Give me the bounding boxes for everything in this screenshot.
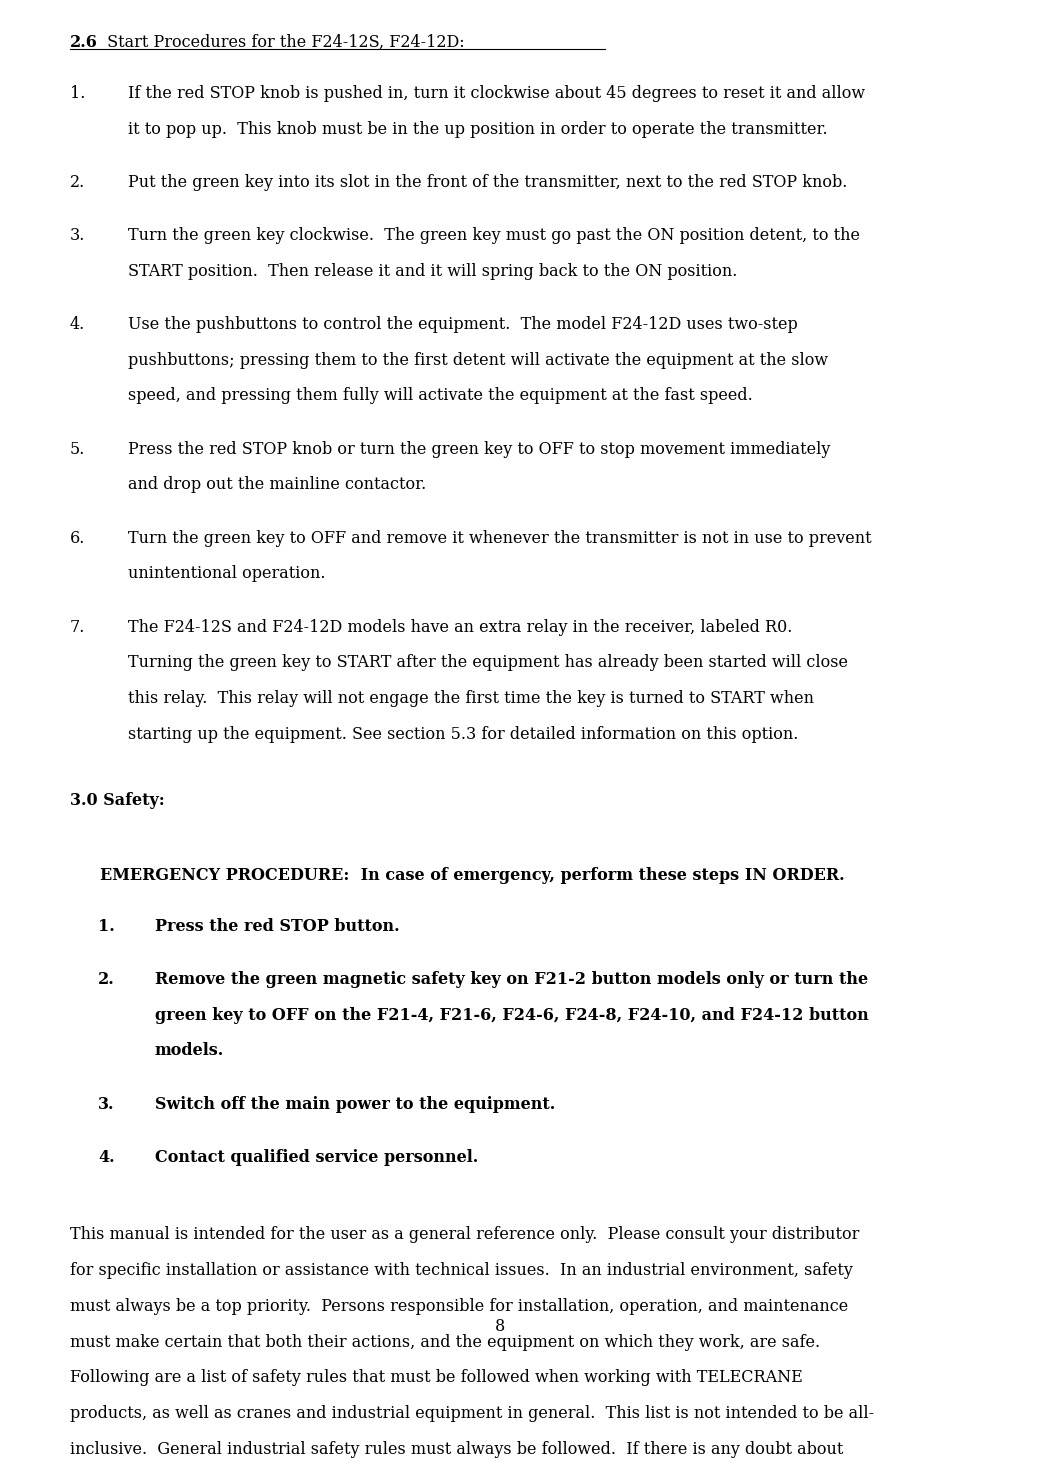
Text: 1.: 1. xyxy=(69,85,85,102)
Text: speed, and pressing them fully will activate the equipment at the fast speed.: speed, and pressing them fully will acti… xyxy=(128,387,752,405)
Text: starting up the equipment. See section 5.3 for detailed information on this opti: starting up the equipment. See section 5… xyxy=(128,726,799,742)
Text: 3.: 3. xyxy=(69,227,85,245)
Text: Start Procedures for the F24-12S, F24-12D:: Start Procedures for the F24-12S, F24-12… xyxy=(102,34,464,50)
Text: Remove the green magnetic safety key on F21-2 button models only or turn the: Remove the green magnetic safety key on … xyxy=(155,971,868,988)
Text: must make certain that both their actions, and the equipment on which they work,: must make certain that both their action… xyxy=(70,1333,821,1351)
Text: Following are a list of safety rules that must be followed when working with TEL: Following are a list of safety rules tha… xyxy=(70,1370,803,1386)
Text: 5.: 5. xyxy=(69,440,85,458)
Text: Turn the green key clockwise.  The green key must go past the ON position detent: Turn the green key clockwise. The green … xyxy=(128,227,860,245)
Text: START position.  Then release it and it will spring back to the ON position.: START position. Then release it and it w… xyxy=(128,262,738,280)
Text: Contact qualified service personnel.: Contact qualified service personnel. xyxy=(155,1149,478,1167)
Text: products, as well as cranes and industrial equipment in general.  This list is n: products, as well as cranes and industri… xyxy=(70,1405,874,1421)
Text: 3.0 Safety:: 3.0 Safety: xyxy=(70,792,165,810)
Text: 2.: 2. xyxy=(99,971,115,988)
Text: Press the red STOP button.: Press the red STOP button. xyxy=(155,918,399,935)
Text: Put the green key into its slot in the front of the transmitter, next to the red: Put the green key into its slot in the f… xyxy=(128,174,847,191)
Text: Use the pushbuttons to control the equipment.  The model F24-12D uses two-step: Use the pushbuttons to control the equip… xyxy=(128,317,798,333)
Text: The F24-12S and F24-12D models have an extra relay in the receiver, labeled R0.: The F24-12S and F24-12D models have an e… xyxy=(128,619,792,635)
Text: 4.: 4. xyxy=(99,1149,115,1167)
Text: it to pop up.  This knob must be in the up position in order to operate the tran: it to pop up. This knob must be in the u… xyxy=(128,121,828,137)
Text: EMERGENCY PROCEDURE:  In case of emergency, perform these steps IN ORDER.: EMERGENCY PROCEDURE: In case of emergenc… xyxy=(100,866,845,884)
Text: Switch off the main power to the equipment.: Switch off the main power to the equipme… xyxy=(155,1096,555,1112)
Text: Turn the green key to OFF and remove it whenever the transmitter is not in use t: Turn the green key to OFF and remove it … xyxy=(128,530,872,546)
Text: models.: models. xyxy=(155,1043,224,1059)
Text: unintentional operation.: unintentional operation. xyxy=(128,566,325,582)
Text: 1.: 1. xyxy=(99,918,115,935)
Text: this relay.  This relay will not engage the first time the key is turned to STAR: this relay. This relay will not engage t… xyxy=(128,689,814,707)
Text: 4.: 4. xyxy=(69,317,85,333)
Text: This manual is intended for the user as a general reference only.  Please consul: This manual is intended for the user as … xyxy=(70,1227,859,1243)
Text: 3.: 3. xyxy=(99,1096,115,1112)
Text: green key to OFF on the F21-4, F21-6, F24-6, F24-8, F24-10, and F24-12 button: green key to OFF on the F21-4, F21-6, F2… xyxy=(155,1006,869,1024)
Text: If the red STOP knob is pushed in, turn it clockwise about 45 degrees to reset i: If the red STOP knob is pushed in, turn … xyxy=(128,85,865,102)
Text: Turning the green key to START after the equipment has already been started will: Turning the green key to START after the… xyxy=(128,654,848,672)
Text: for specific installation or assistance with technical issues.  In an industrial: for specific installation or assistance … xyxy=(70,1262,853,1279)
Text: Press the red STOP knob or turn the green key to OFF to stop movement immediatel: Press the red STOP knob or turn the gree… xyxy=(128,440,830,458)
Text: 2.: 2. xyxy=(69,174,85,191)
Text: pushbuttons; pressing them to the first detent will activate the equipment at th: pushbuttons; pressing them to the first … xyxy=(128,352,828,368)
Text: 2.6: 2.6 xyxy=(70,34,97,50)
Text: 8: 8 xyxy=(495,1318,505,1335)
Text: and drop out the mainline contactor.: and drop out the mainline contactor. xyxy=(128,476,427,493)
Text: inclusive.  General industrial safety rules must always be followed.  If there i: inclusive. General industrial safety rul… xyxy=(70,1441,844,1458)
Text: must always be a top priority.  Persons responsible for installation, operation,: must always be a top priority. Persons r… xyxy=(70,1298,848,1315)
Text: 7.: 7. xyxy=(69,619,85,635)
Text: 6.: 6. xyxy=(69,530,85,546)
